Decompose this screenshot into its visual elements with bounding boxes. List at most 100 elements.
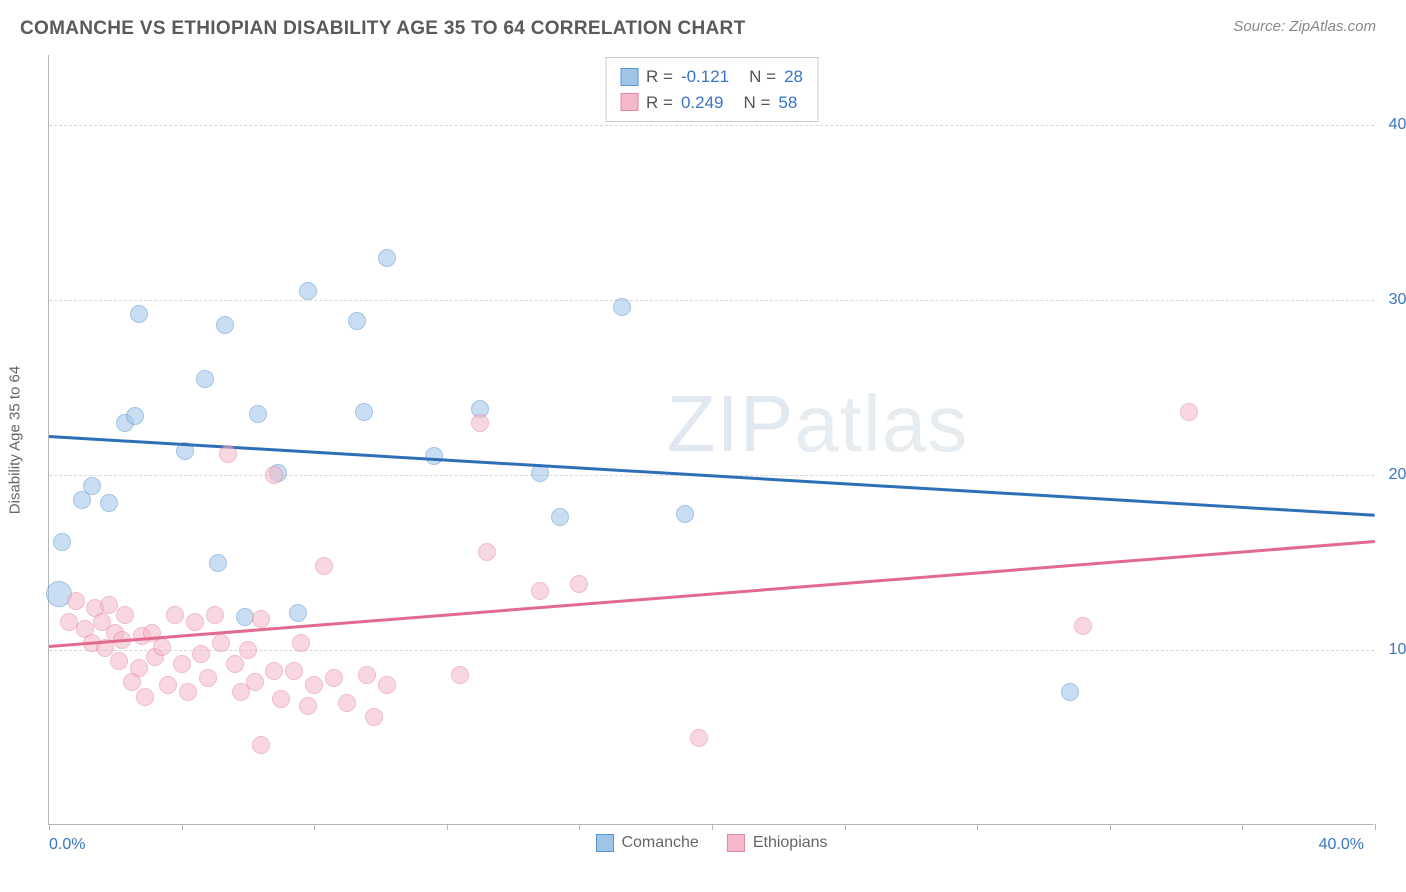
data-point	[249, 405, 267, 423]
data-point	[252, 736, 270, 754]
data-point	[305, 676, 323, 694]
data-point	[358, 666, 376, 684]
data-point	[67, 592, 85, 610]
gridline	[49, 125, 1374, 126]
data-point	[166, 606, 184, 624]
y-tick-label: 20.0%	[1379, 466, 1406, 484]
data-point	[130, 305, 148, 323]
x-tick	[1375, 824, 1376, 830]
data-point	[451, 666, 469, 684]
data-point	[236, 608, 254, 626]
correlation-legend: R = -0.121N = 28R = 0.249N = 58	[605, 57, 818, 122]
data-point	[83, 477, 101, 495]
data-point	[216, 316, 234, 334]
data-point	[289, 604, 307, 622]
legend-swatch	[620, 93, 638, 111]
legend-row: R = -0.121N = 28	[620, 64, 803, 90]
legend-row: R = 0.249N = 58	[620, 90, 803, 116]
data-point	[1061, 683, 1079, 701]
source-credit: Source: ZipAtlas.com	[1233, 18, 1376, 35]
data-point	[570, 575, 588, 593]
data-point	[226, 655, 244, 673]
data-point	[613, 298, 631, 316]
y-tick-label: 40.0%	[1379, 116, 1406, 134]
x-tick	[49, 824, 50, 830]
x-tick	[579, 824, 580, 830]
data-point	[355, 403, 373, 421]
data-point	[159, 676, 177, 694]
data-point	[126, 407, 144, 425]
data-point	[212, 634, 230, 652]
data-point	[285, 662, 303, 680]
data-point	[272, 690, 290, 708]
data-point	[299, 282, 317, 300]
data-point	[219, 445, 237, 463]
scatter-chart: Disability Age 35 to 64 ZIPatlas 0.0% 40…	[48, 55, 1374, 825]
y-axis-title: Disability Age 35 to 64	[7, 365, 24, 513]
data-point	[136, 688, 154, 706]
data-point	[60, 613, 78, 631]
data-point	[130, 659, 148, 677]
x-tick	[845, 824, 846, 830]
y-tick-label: 30.0%	[1379, 291, 1406, 309]
legend-item: Comanche	[595, 834, 698, 852]
data-point	[110, 652, 128, 670]
data-point	[173, 655, 191, 673]
data-point	[551, 508, 569, 526]
legend-swatch	[620, 68, 638, 86]
data-point	[186, 613, 204, 631]
x-tick	[447, 824, 448, 830]
x-tick	[1110, 824, 1111, 830]
data-point	[325, 669, 343, 687]
data-point	[265, 662, 283, 680]
data-point	[265, 466, 283, 484]
data-point	[100, 596, 118, 614]
data-point	[116, 606, 134, 624]
x-tick	[182, 824, 183, 830]
y-tick-label: 10.0%	[1379, 641, 1406, 659]
data-point	[1180, 403, 1198, 421]
data-point	[209, 554, 227, 572]
x-max-label: 40.0%	[1319, 836, 1364, 854]
series-legend: Comanche Ethiopians	[595, 834, 827, 852]
data-point	[378, 249, 396, 267]
legend-item: Ethiopians	[727, 834, 828, 852]
data-point	[153, 638, 171, 656]
data-point	[199, 669, 217, 687]
legend-swatch	[595, 834, 613, 852]
data-point	[100, 494, 118, 512]
data-point	[179, 683, 197, 701]
data-point	[338, 694, 356, 712]
data-point	[425, 447, 443, 465]
data-point	[246, 673, 264, 691]
data-point	[239, 641, 257, 659]
data-point	[690, 729, 708, 747]
data-point	[292, 634, 310, 652]
data-point	[478, 543, 496, 561]
data-point	[378, 676, 396, 694]
chart-header: COMANCHE VS ETHIOPIAN DISABILITY AGE 35 …	[0, 0, 1406, 48]
chart-title: COMANCHE VS ETHIOPIAN DISABILITY AGE 35 …	[20, 18, 746, 40]
watermark: ZIPatlas	[667, 378, 968, 470]
data-point	[315, 557, 333, 575]
x-min-label: 0.0%	[49, 836, 85, 854]
data-point	[299, 697, 317, 715]
data-point	[676, 505, 694, 523]
x-tick	[977, 824, 978, 830]
data-point	[206, 606, 224, 624]
x-tick	[314, 824, 315, 830]
data-point	[348, 312, 366, 330]
gridline	[49, 300, 1374, 301]
x-tick	[712, 824, 713, 830]
data-point	[1074, 617, 1092, 635]
data-point	[196, 370, 214, 388]
data-point	[471, 414, 489, 432]
x-tick	[1242, 824, 1243, 830]
legend-swatch	[727, 834, 745, 852]
data-point	[365, 708, 383, 726]
data-point	[252, 610, 270, 628]
trend-line	[49, 540, 1375, 647]
data-point	[53, 533, 71, 551]
data-point	[531, 582, 549, 600]
data-point	[192, 645, 210, 663]
